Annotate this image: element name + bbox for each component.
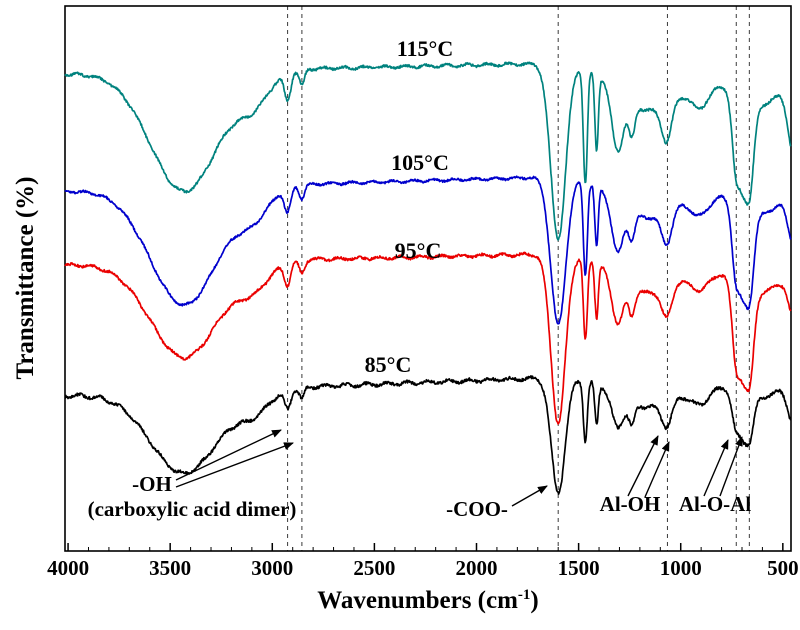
y-axis-title: Transmittance (%) xyxy=(12,176,39,380)
svg-text:3000: 3000 xyxy=(251,556,293,580)
svg-text:Al-O-Al: Al-O-Al xyxy=(679,492,751,516)
svg-text:115°C: 115°C xyxy=(397,36,453,61)
svg-text:1500: 1500 xyxy=(558,556,600,580)
x-axis-title: Wavenumbers (cm-1) xyxy=(317,587,539,615)
svg-text:95°C: 95°C xyxy=(395,238,442,263)
svg-text:-COO-: -COO- xyxy=(446,497,508,521)
svg-text:105°C: 105°C xyxy=(391,150,449,175)
svg-text:2000: 2000 xyxy=(456,556,498,580)
svg-text:1000: 1000 xyxy=(660,556,702,580)
svg-text:Al-OH: Al-OH xyxy=(600,492,661,516)
svg-text:(carboxylic acid dimer): (carboxylic acid dimer) xyxy=(88,497,297,521)
svg-text:4000: 4000 xyxy=(47,556,89,580)
svg-text:85°C: 85°C xyxy=(365,352,412,377)
svg-text:500: 500 xyxy=(767,556,799,580)
x-axis-title-superscript: -1 xyxy=(517,586,531,603)
svg-text:2500: 2500 xyxy=(353,556,395,580)
x-axis-title-close: ) xyxy=(530,587,539,615)
x-axis-title-text: Wavenumbers (cm xyxy=(317,587,518,615)
svg-text:3500: 3500 xyxy=(149,556,191,580)
svg-text:-OH: -OH xyxy=(132,472,172,496)
